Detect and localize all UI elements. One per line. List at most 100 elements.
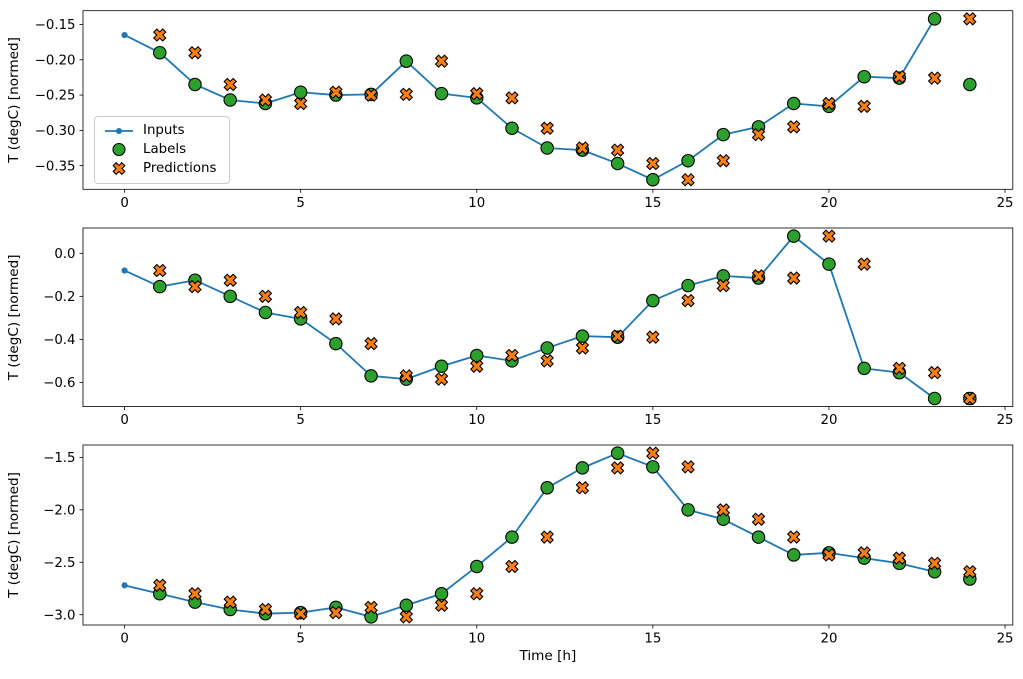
x-tick-label: 20	[820, 632, 837, 647]
x-tick-label: 25	[997, 413, 1014, 428]
y-tick-label: −0.30	[35, 124, 76, 139]
y-axis-label: T (degC) [normed]	[6, 37, 22, 164]
x-tick-label: 15	[644, 196, 661, 211]
x-tick-label: 15	[644, 413, 661, 428]
label-marker	[470, 348, 484, 363]
inputs-line	[124, 235, 936, 400]
prediction-marker	[681, 460, 695, 474]
label-marker	[927, 12, 942, 26]
y-tick-label: −0.20	[35, 53, 76, 68]
label-marker	[610, 156, 625, 171]
prediction-marker	[751, 127, 766, 142]
prediction-marker	[505, 559, 519, 574]
prediction-marker	[293, 96, 308, 111]
y-tick-label: −2.0	[43, 503, 75, 518]
legend-label-labels: Labels	[143, 141, 187, 157]
label-marker	[786, 96, 801, 111]
legend-label-predictions: Predictions	[143, 160, 217, 176]
y-tick-label: 0.0	[54, 247, 75, 262]
subplot-1: 0 5 10 15 20 25 −0.15 −0.20 −0.25 −0.30 −0.35 T (de…	[6, 10, 1014, 211]
x-tick-label: 10	[468, 196, 485, 211]
x-tick-label: 10	[468, 632, 485, 647]
prediction-marker	[540, 530, 554, 544]
prediction-marker	[329, 605, 343, 620]
label-marker	[505, 121, 519, 135]
y-tick-label: −3.0	[43, 608, 75, 623]
prediction-marker	[188, 279, 202, 294]
y-tick-label: −0.4	[43, 333, 75, 348]
prediction-marker	[434, 54, 449, 68]
label-marker	[681, 153, 695, 168]
prediction-marker	[646, 330, 660, 344]
label-marker	[505, 530, 519, 544]
label-marker	[646, 293, 660, 308]
inputs-line	[124, 18, 936, 181]
prediction-marker	[610, 143, 625, 157]
prediction-marker	[364, 600, 378, 615]
prediction-marker	[223, 595, 237, 609]
prediction-marker	[505, 348, 519, 363]
prediction-marker	[364, 88, 378, 102]
input-marker	[121, 31, 128, 39]
label-marker	[786, 229, 801, 243]
prediction-marker	[575, 481, 590, 495]
label-marker	[223, 93, 237, 107]
label-marker	[293, 85, 308, 99]
x-tick-label: 5	[296, 196, 304, 211]
prediction-marker	[716, 278, 731, 293]
prediction-marker	[364, 336, 378, 351]
prediction-marker	[434, 372, 449, 386]
label-marker	[470, 559, 484, 574]
label-marker	[540, 481, 554, 495]
prediction-marker	[822, 548, 836, 562]
label-marker	[153, 279, 167, 294]
input-marker	[121, 267, 128, 274]
prediction-marker	[716, 503, 731, 517]
x-axis-label: Time [h]	[518, 648, 576, 664]
label-marker	[399, 598, 414, 613]
legend-item-inputs: Inputs	[104, 124, 217, 138]
y-tick-label: −0.6	[43, 376, 75, 391]
x-tick-label: 15	[644, 632, 661, 647]
labels-circle-icon	[112, 142, 126, 157]
label-marker	[857, 69, 871, 84]
subplot-2-frame	[82, 227, 1014, 408]
prediction-marker	[470, 86, 484, 101]
prediction-marker	[646, 446, 660, 460]
prediction-marker	[188, 45, 202, 60]
label-marker	[857, 361, 871, 376]
prediction-marker	[399, 610, 414, 624]
prediction-marker	[927, 71, 942, 85]
label-marker	[223, 289, 237, 304]
prediction-marker	[857, 546, 871, 560]
prediction-marker	[681, 173, 695, 187]
legend-item-labels: Labels	[104, 142, 217, 157]
label-marker	[153, 45, 167, 60]
legend: Inputs Labels Predictions	[94, 116, 230, 184]
prediction-marker	[927, 365, 942, 380]
legend-item-predictions: Predictions	[104, 161, 217, 176]
x-tick-label: 0	[120, 196, 128, 211]
prediction-marker	[786, 120, 801, 134]
label-marker	[751, 530, 766, 544]
prediction-marker	[188, 586, 202, 601]
label-marker	[540, 341, 554, 355]
y-tick-label: −0.25	[35, 89, 76, 104]
prediction-marker	[963, 12, 977, 26]
label-marker	[399, 54, 414, 68]
x-tick-label: 20	[820, 413, 837, 428]
prediction-marker	[399, 369, 414, 383]
prediction-marker	[153, 263, 167, 278]
label-marker	[646, 460, 660, 474]
label-marker	[575, 329, 590, 343]
prediction-marker	[329, 85, 343, 99]
prediction-marker	[786, 530, 801, 544]
prediction-marker	[610, 461, 625, 475]
subplot-3: 0 5 10 15 20 25 −1.5 −2.0 −2.5 −3.0 T (degC) [norm…	[6, 444, 1014, 664]
prediction-marker	[505, 91, 519, 105]
prediction-marker	[716, 153, 731, 168]
label-marker	[258, 305, 273, 320]
label-marker	[681, 503, 695, 517]
prediction-marker	[399, 87, 414, 102]
prediction-marker	[434, 598, 449, 613]
